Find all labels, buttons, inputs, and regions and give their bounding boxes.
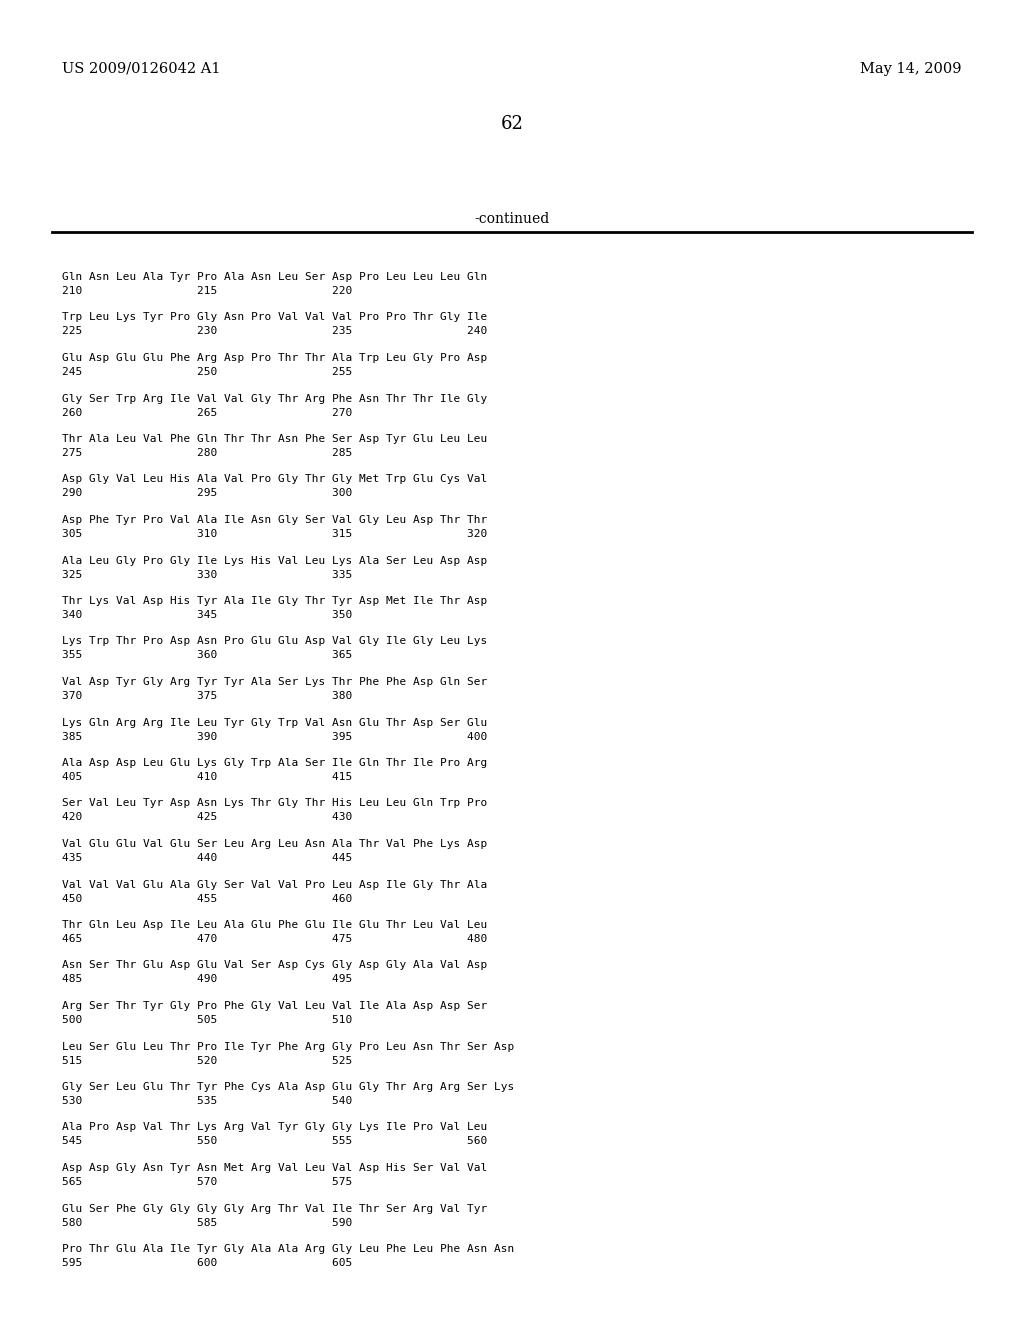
Text: 245                 250                 255: 245 250 255 [62, 367, 352, 378]
Text: US 2009/0126042 A1: US 2009/0126042 A1 [62, 62, 220, 77]
Text: Pro Thr Glu Ala Ile Tyr Gly Ala Ala Arg Gly Leu Phe Leu Phe Asn Asn: Pro Thr Glu Ala Ile Tyr Gly Ala Ala Arg … [62, 1243, 514, 1254]
Text: 62: 62 [501, 115, 523, 133]
Text: 370                 375                 380: 370 375 380 [62, 690, 352, 701]
Text: 545                 550                 555                 560: 545 550 555 560 [62, 1137, 487, 1147]
Text: Arg Ser Thr Tyr Gly Pro Phe Gly Val Leu Val Ile Ala Asp Asp Ser: Arg Ser Thr Tyr Gly Pro Phe Gly Val Leu … [62, 1001, 487, 1011]
Text: Asp Gly Val Leu His Ala Val Pro Gly Thr Gly Met Trp Glu Cys Val: Asp Gly Val Leu His Ala Val Pro Gly Thr … [62, 474, 487, 484]
Text: Lys Gln Arg Arg Ile Leu Tyr Gly Trp Val Asn Glu Thr Asp Ser Glu: Lys Gln Arg Arg Ile Leu Tyr Gly Trp Val … [62, 718, 487, 727]
Text: 290                 295                 300: 290 295 300 [62, 488, 352, 499]
Text: 385                 390                 395                 400: 385 390 395 400 [62, 731, 487, 742]
Text: Ala Asp Asp Leu Glu Lys Gly Trp Ala Ser Ile Gln Thr Ile Pro Arg: Ala Asp Asp Leu Glu Lys Gly Trp Ala Ser … [62, 758, 487, 768]
Text: Gly Ser Trp Arg Ile Val Val Gly Thr Arg Phe Asn Thr Thr Ile Gly: Gly Ser Trp Arg Ile Val Val Gly Thr Arg … [62, 393, 487, 404]
Text: Val Glu Glu Val Glu Ser Leu Arg Leu Asn Ala Thr Val Phe Lys Asp: Val Glu Glu Val Glu Ser Leu Arg Leu Asn … [62, 840, 487, 849]
Text: Gln Asn Leu Ala Tyr Pro Ala Asn Leu Ser Asp Pro Leu Leu Leu Gln: Gln Asn Leu Ala Tyr Pro Ala Asn Leu Ser … [62, 272, 487, 282]
Text: 325                 330                 335: 325 330 335 [62, 569, 352, 579]
Text: Thr Lys Val Asp His Tyr Ala Ile Gly Thr Tyr Asp Met Ile Thr Asp: Thr Lys Val Asp His Tyr Ala Ile Gly Thr … [62, 597, 487, 606]
Text: 500                 505                 510: 500 505 510 [62, 1015, 352, 1026]
Text: May 14, 2009: May 14, 2009 [860, 62, 962, 77]
Text: 355                 360                 365: 355 360 365 [62, 651, 352, 660]
Text: 210                 215                 220: 210 215 220 [62, 286, 352, 296]
Text: 595                 600                 605: 595 600 605 [62, 1258, 352, 1269]
Text: Glu Ser Phe Gly Gly Gly Gly Arg Thr Val Ile Thr Ser Arg Val Tyr: Glu Ser Phe Gly Gly Gly Gly Arg Thr Val … [62, 1204, 487, 1213]
Text: 225                 230                 235                 240: 225 230 235 240 [62, 326, 487, 337]
Text: 260                 265                 270: 260 265 270 [62, 408, 352, 417]
Text: Thr Gln Leu Asp Ile Leu Ala Glu Phe Glu Ile Glu Thr Leu Val Leu: Thr Gln Leu Asp Ile Leu Ala Glu Phe Glu … [62, 920, 487, 931]
Text: Leu Ser Glu Leu Thr Pro Ile Tyr Phe Arg Gly Pro Leu Asn Thr Ser Asp: Leu Ser Glu Leu Thr Pro Ile Tyr Phe Arg … [62, 1041, 514, 1052]
Text: 465                 470                 475                 480: 465 470 475 480 [62, 935, 487, 944]
Text: Trp Leu Lys Tyr Pro Gly Asn Pro Val Val Val Pro Pro Thr Gly Ile: Trp Leu Lys Tyr Pro Gly Asn Pro Val Val … [62, 313, 487, 322]
Text: Ser Val Leu Tyr Asp Asn Lys Thr Gly Thr His Leu Leu Gln Trp Pro: Ser Val Leu Tyr Asp Asn Lys Thr Gly Thr … [62, 799, 487, 808]
Text: Asp Asp Gly Asn Tyr Asn Met Arg Val Leu Val Asp His Ser Val Val: Asp Asp Gly Asn Tyr Asn Met Arg Val Leu … [62, 1163, 487, 1173]
Text: Lys Trp Thr Pro Asp Asn Pro Glu Glu Asp Val Gly Ile Gly Leu Lys: Lys Trp Thr Pro Asp Asn Pro Glu Glu Asp … [62, 636, 487, 647]
Text: 565                 570                 575: 565 570 575 [62, 1177, 352, 1187]
Text: 530                 535                 540: 530 535 540 [62, 1096, 352, 1106]
Text: 485                 490                 495: 485 490 495 [62, 974, 352, 985]
Text: Ala Pro Asp Val Thr Lys Arg Val Tyr Gly Gly Lys Ile Pro Val Leu: Ala Pro Asp Val Thr Lys Arg Val Tyr Gly … [62, 1122, 487, 1133]
Text: 340                 345                 350: 340 345 350 [62, 610, 352, 620]
Text: 420                 425                 430: 420 425 430 [62, 813, 352, 822]
Text: 515                 520                 525: 515 520 525 [62, 1056, 352, 1065]
Text: Val Val Val Glu Ala Gly Ser Val Val Pro Leu Asp Ile Gly Thr Ala: Val Val Val Glu Ala Gly Ser Val Val Pro … [62, 879, 487, 890]
Text: Val Asp Tyr Gly Arg Tyr Tyr Ala Ser Lys Thr Phe Phe Asp Gln Ser: Val Asp Tyr Gly Arg Tyr Tyr Ala Ser Lys … [62, 677, 487, 686]
Text: 450                 455                 460: 450 455 460 [62, 894, 352, 903]
Text: 405                 410                 415: 405 410 415 [62, 772, 352, 781]
Text: Asp Phe Tyr Pro Val Ala Ile Asn Gly Ser Val Gly Leu Asp Thr Thr: Asp Phe Tyr Pro Val Ala Ile Asn Gly Ser … [62, 515, 487, 525]
Text: 435                 440                 445: 435 440 445 [62, 853, 352, 863]
Text: Glu Asp Glu Glu Phe Arg Asp Pro Thr Thr Ala Trp Leu Gly Pro Asp: Glu Asp Glu Glu Phe Arg Asp Pro Thr Thr … [62, 352, 487, 363]
Text: Thr Ala Leu Val Phe Gln Thr Thr Asn Phe Ser Asp Tyr Glu Leu Leu: Thr Ala Leu Val Phe Gln Thr Thr Asn Phe … [62, 434, 487, 444]
Text: Gly Ser Leu Glu Thr Tyr Phe Cys Ala Asp Glu Gly Thr Arg Arg Ser Lys: Gly Ser Leu Glu Thr Tyr Phe Cys Ala Asp … [62, 1082, 514, 1092]
Text: 580                 585                 590: 580 585 590 [62, 1217, 352, 1228]
Text: -continued: -continued [474, 213, 550, 226]
Text: 305                 310                 315                 320: 305 310 315 320 [62, 529, 487, 539]
Text: Ala Leu Gly Pro Gly Ile Lys His Val Leu Lys Ala Ser Leu Asp Asp: Ala Leu Gly Pro Gly Ile Lys His Val Leu … [62, 556, 487, 565]
Text: 275                 280                 285: 275 280 285 [62, 447, 352, 458]
Text: Asn Ser Thr Glu Asp Glu Val Ser Asp Cys Gly Asp Gly Ala Val Asp: Asn Ser Thr Glu Asp Glu Val Ser Asp Cys … [62, 961, 487, 970]
